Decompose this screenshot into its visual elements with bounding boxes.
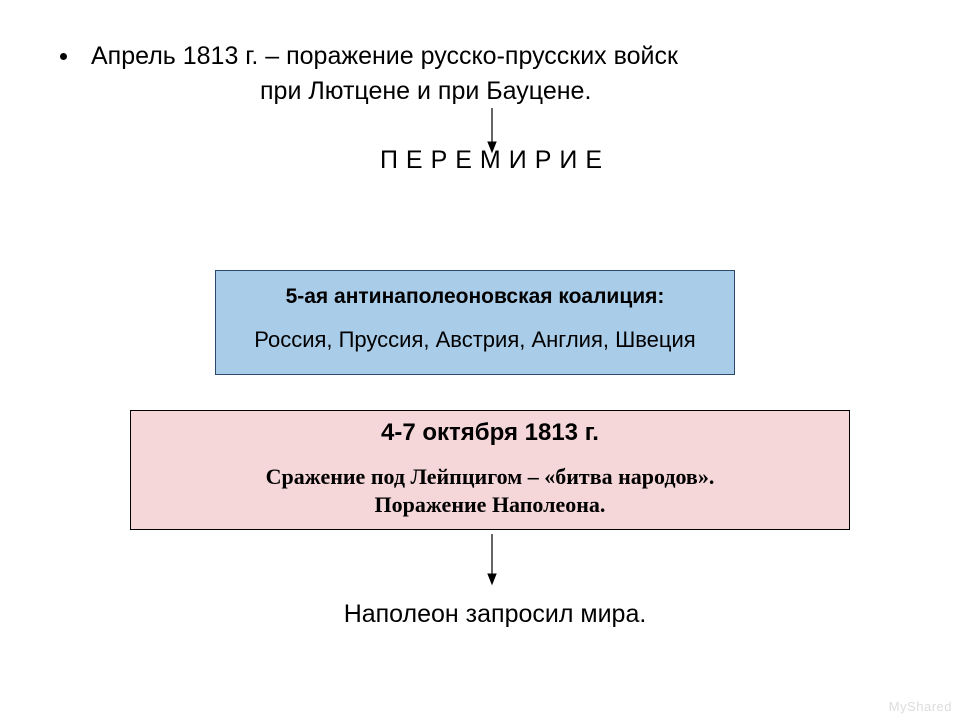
conclusion-text: Наполеон запросил мира. — [15, 600, 960, 629]
slide: Апрель 1813 г. – поражение русско-прусск… — [0, 0, 960, 720]
watermark: MyShared — [889, 699, 952, 714]
